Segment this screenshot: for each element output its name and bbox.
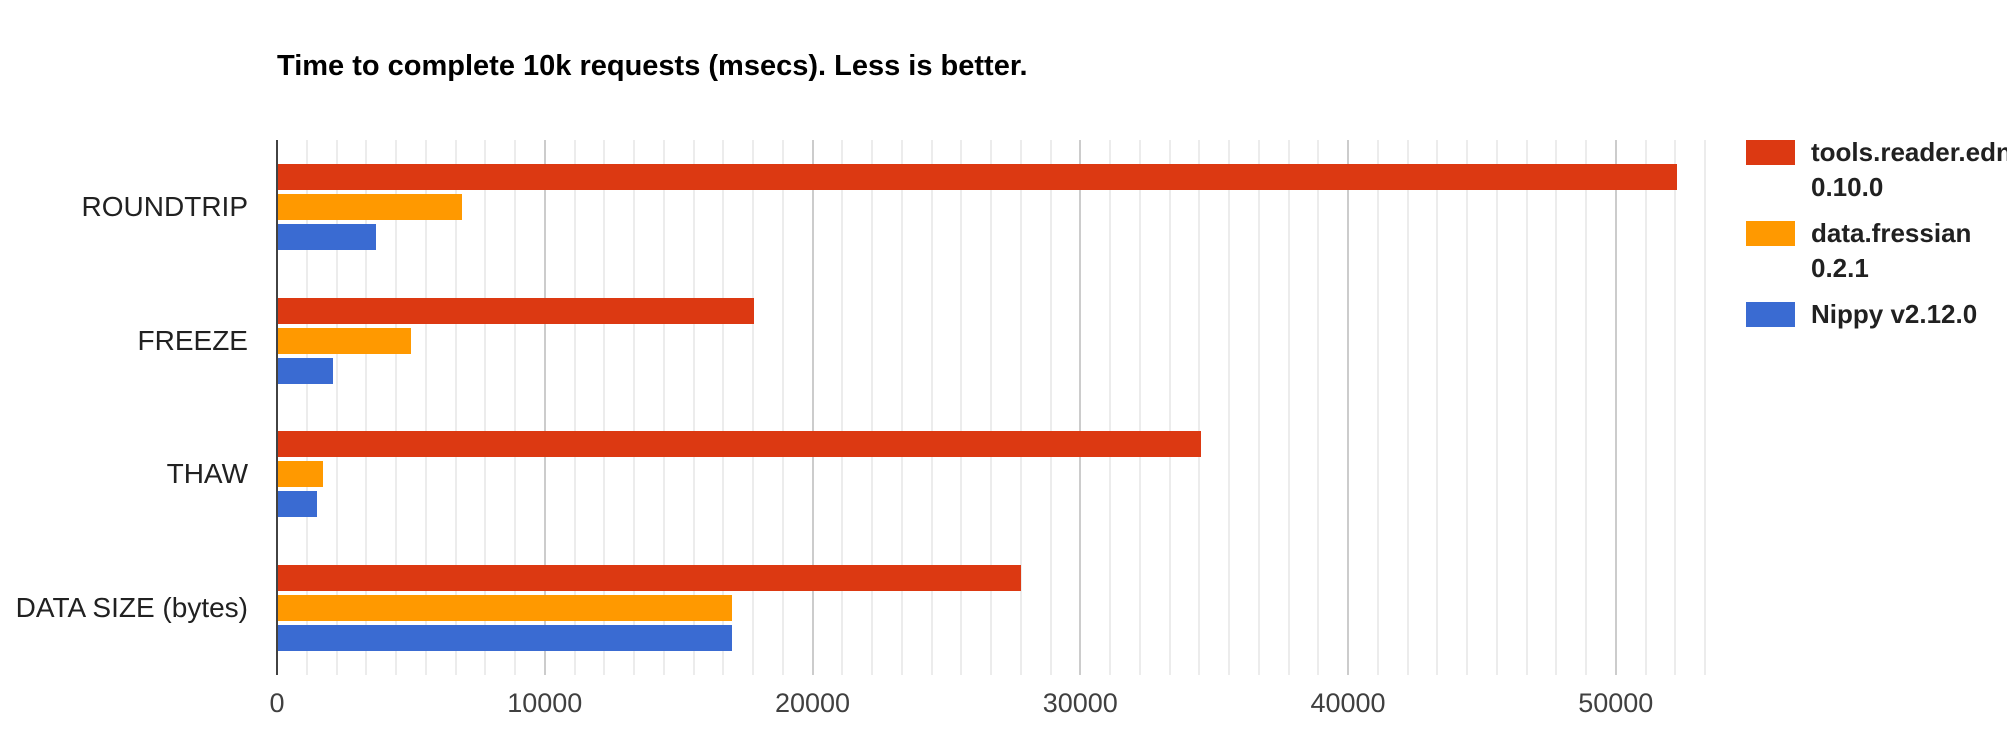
category-label: ROUNDTRIP: [81, 190, 248, 222]
minor-gridline: [305, 140, 308, 675]
chart-title: Time to complete 10k requests (msecs). L…: [277, 50, 1028, 82]
minor-gridline: [1168, 140, 1171, 675]
legend-label: tools.reader.edn 0.10.0: [1811, 137, 2007, 202]
minor-gridline: [841, 140, 844, 675]
bar-thaw-series-2: [277, 491, 318, 518]
category-label: DATA SIZE (bytes): [15, 592, 248, 624]
bar-roundtrip-series-2: [277, 223, 377, 250]
minor-gridline: [603, 140, 606, 675]
minor-gridline: [395, 140, 397, 675]
plot-area: [276, 140, 1706, 675]
minor-gridline: [1466, 140, 1468, 675]
minor-gridline: [1198, 140, 1201, 675]
minor-gridline: [1317, 140, 1320, 675]
minor-gridline: [573, 140, 576, 675]
legend-item: Nippy v2.12.0: [1746, 297, 2001, 332]
bar-freeze-series-2: [277, 357, 334, 384]
bar-data-size-bytes-series-0: [277, 565, 1022, 592]
bar-freeze-series-0: [277, 297, 754, 324]
bar-roundtrip-series-0: [277, 163, 1678, 190]
bar-thaw-series-0: [277, 431, 1201, 458]
minor-gridline: [1376, 140, 1379, 675]
minor-gridline: [662, 140, 665, 675]
bar-freeze-series-1: [277, 327, 411, 354]
x-tick-label: 0: [269, 688, 285, 718]
minor-gridline: [752, 140, 754, 675]
minor-gridline: [1525, 140, 1528, 675]
legend-item: data.fressian 0.2.1: [1746, 216, 2001, 286]
x-tick-label: 20000: [774, 688, 851, 718]
y-axis-line: [276, 140, 278, 675]
x-axis-tick-labels: 0 10000 20000 30000 40000 50000: [269, 688, 1705, 718]
major-gridline: [811, 140, 814, 675]
bar-data-size-bytes-series-1: [277, 595, 733, 622]
bar-roundtrip-series-1: [277, 193, 462, 220]
x-tick-label: 30000: [1042, 688, 1118, 718]
legend-label: data.fressian 0.2.1: [1811, 218, 1972, 283]
minor-gridline: [1495, 140, 1498, 675]
major-gridline: [1079, 140, 1082, 675]
legend-swatch-icon: [1746, 221, 1795, 246]
minor-gridline: [990, 140, 992, 675]
minor-gridline: [633, 140, 635, 675]
minor-gridline: [514, 140, 516, 675]
minor-gridline: [871, 140, 873, 675]
major-gridline: [1614, 140, 1617, 675]
minor-gridline: [1555, 140, 1558, 675]
minor-gridline: [1049, 140, 1052, 675]
legend-swatch-icon: [1746, 140, 1795, 165]
minor-gridline: [1704, 140, 1706, 675]
bar-thaw-series-1: [277, 461, 323, 488]
x-tick-label: 50000: [1578, 688, 1654, 718]
minor-gridline: [424, 140, 427, 675]
minor-gridline: [1257, 140, 1260, 675]
minor-gridline: [960, 140, 963, 675]
minor-gridline: [335, 140, 338, 675]
minor-gridline: [1109, 140, 1111, 675]
minor-gridline: [900, 140, 903, 675]
minor-gridline: [1287, 140, 1290, 675]
legend: tools.reader.edn 0.10.0 data.fressian 0.2.1…: [1746, 135, 2007, 343]
minor-gridline: [1138, 140, 1141, 675]
major-gridline: [1347, 140, 1349, 675]
minor-gridline: [454, 140, 457, 675]
x-tick-label: 40000: [1310, 688, 1386, 718]
minor-gridline: [484, 140, 487, 675]
legend-label: Nippy v2.12.0: [1811, 299, 1978, 329]
x-tick-label: 10000: [507, 688, 583, 718]
minor-gridline: [1019, 140, 1022, 675]
category-label: THAW: [166, 458, 248, 490]
legend-swatch-icon: [1746, 302, 1795, 327]
minor-gridline: [722, 140, 725, 675]
minor-gridline: [692, 140, 695, 675]
minor-gridline: [1674, 140, 1677, 675]
minor-gridline: [365, 140, 368, 675]
bar-data-size-bytes-series-2: [277, 625, 733, 652]
minor-gridline: [1436, 140, 1439, 675]
legend-item: tools.reader.edn 0.10.0: [1746, 135, 2007, 205]
minor-gridline: [1228, 140, 1230, 675]
minor-gridline: [1585, 140, 1587, 675]
major-gridline: [543, 140, 546, 675]
minor-gridline: [1406, 140, 1409, 675]
category-label: FREEZE: [137, 324, 248, 356]
minor-gridline: [781, 140, 784, 675]
minor-gridline: [930, 140, 933, 675]
category-axis-labels: ROUNDTRIP FREEZE THAW DATA SIZE (bytes): [0, 140, 248, 675]
minor-gridline: [1644, 140, 1647, 675]
